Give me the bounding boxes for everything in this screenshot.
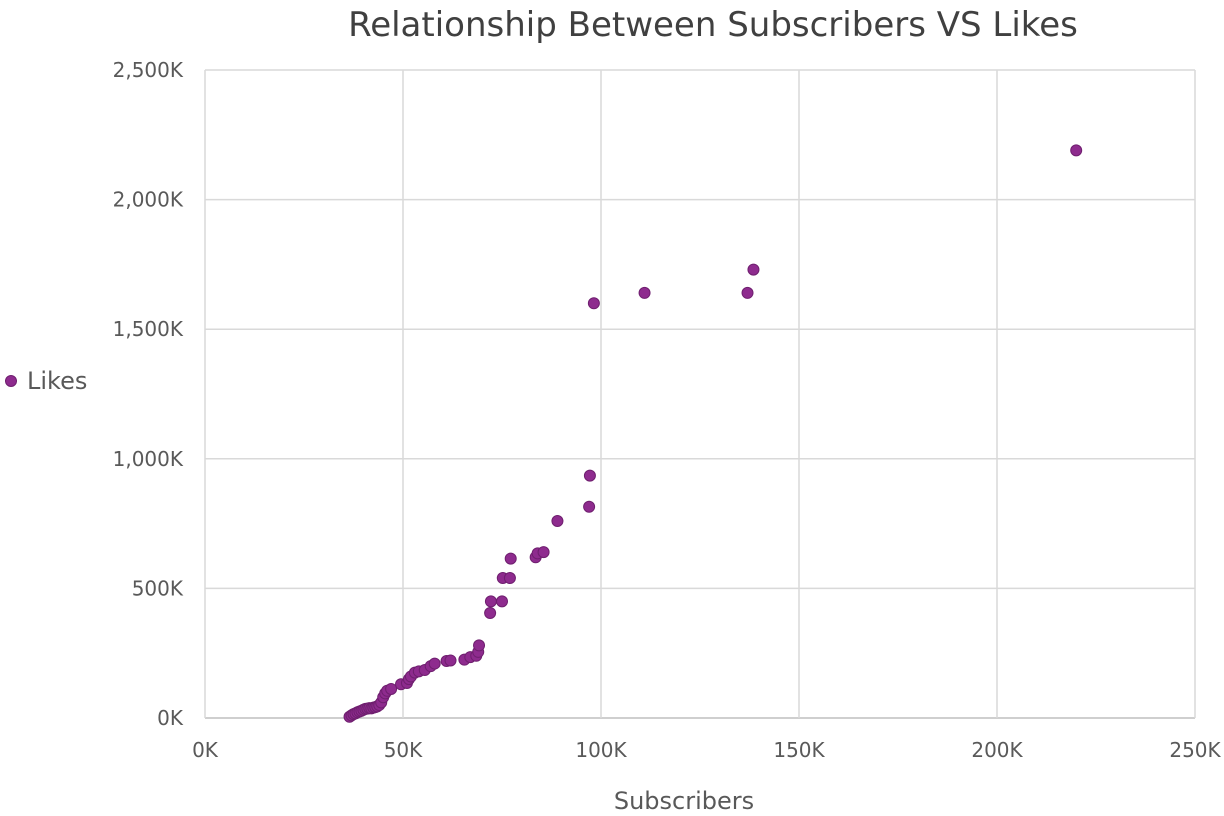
x-tick-label: 250K <box>1169 738 1221 762</box>
x-tick-label: 100K <box>575 738 627 762</box>
chart-title: Relationship Between Subscribers VS Like… <box>348 5 1078 45</box>
x-tick-label: 150K <box>773 738 825 762</box>
y-tick-label: 1,000K <box>113 447 184 471</box>
x-tick-label: 200K <box>971 738 1023 762</box>
y-tick-label: 2,500K <box>113 58 184 82</box>
data-point <box>444 654 457 667</box>
data-point <box>747 263 760 276</box>
y-tick-label: 2,000K <box>113 188 184 212</box>
legend-marker <box>5 375 17 387</box>
x-axis-label: Subscribers <box>614 787 754 815</box>
data-point <box>484 607 497 620</box>
x-tick-label: 50K <box>384 738 423 762</box>
data-point <box>551 515 564 528</box>
gridlines <box>204 69 1196 719</box>
data-point <box>385 682 398 695</box>
x-axis-ticks: 0K 50K 100K 150K 200K 250K <box>192 738 1221 762</box>
data-point <box>537 546 550 559</box>
data-point <box>504 552 517 565</box>
y-tick-label: 0K <box>157 706 184 730</box>
data-points <box>343 144 1083 723</box>
data-point <box>503 572 516 585</box>
data-point <box>428 657 441 670</box>
data-point <box>583 500 596 513</box>
data-point <box>496 595 508 608</box>
data-point <box>741 286 754 299</box>
data-point <box>587 297 600 310</box>
data-point <box>473 639 486 652</box>
x-tick-label: 0K <box>192 738 219 762</box>
data-point <box>484 595 497 608</box>
y-tick-label: 1,500K <box>113 317 184 341</box>
legend: Likes <box>5 367 87 395</box>
y-tick-label: 500K <box>132 576 184 600</box>
data-point <box>638 286 651 299</box>
legend-label: Likes <box>27 367 87 395</box>
data-point <box>1070 144 1083 157</box>
data-point <box>583 469 596 482</box>
y-axis-ticks: 0K 500K 1,000K 1,500K 2,000K 2,500K <box>113 58 184 730</box>
